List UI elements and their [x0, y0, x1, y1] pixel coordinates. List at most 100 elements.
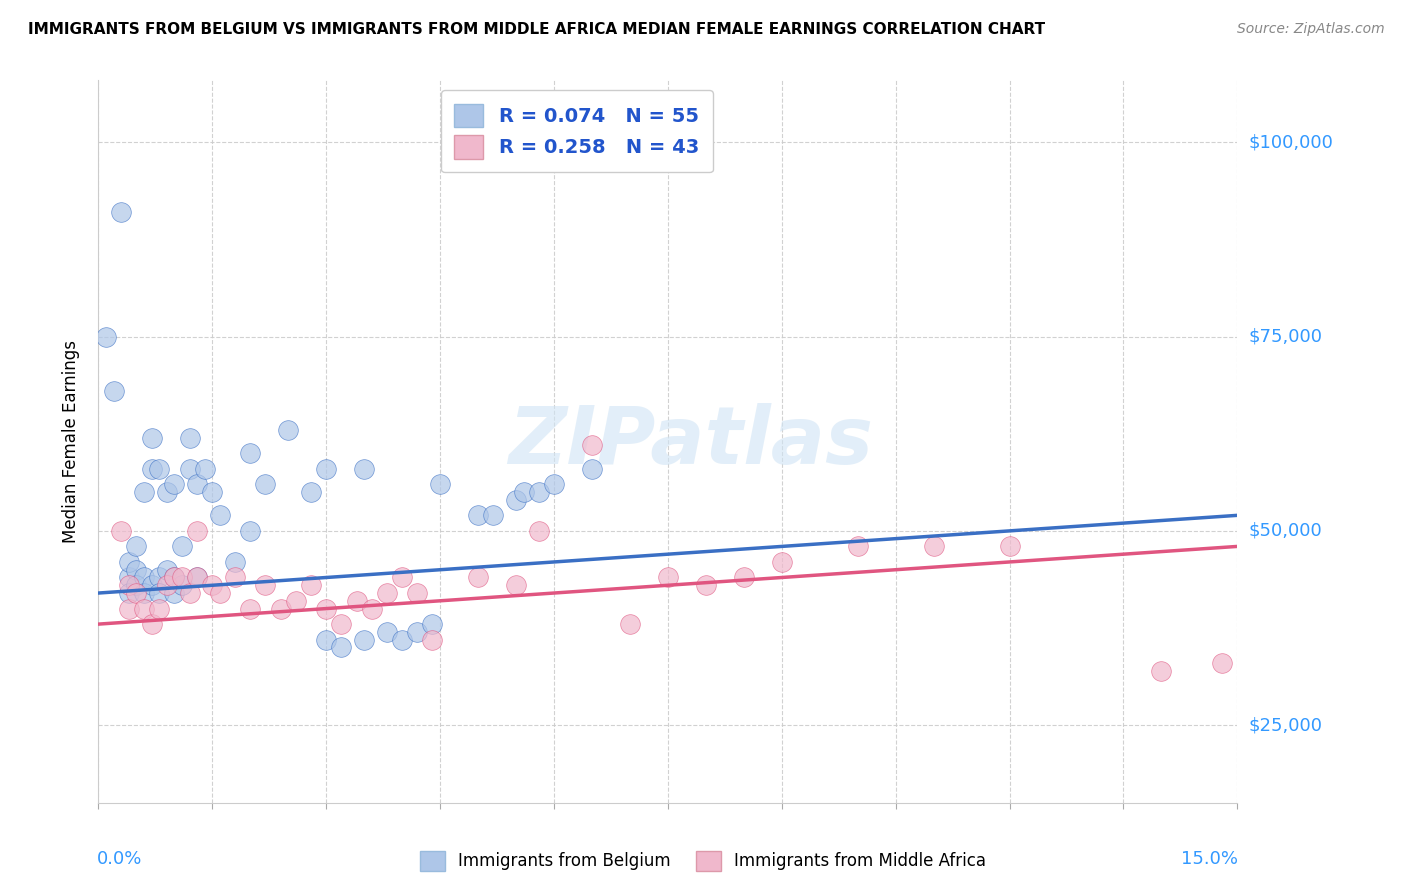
Point: [406, 586, 429, 600]
Point: [224, 570, 246, 584]
Point: [467, 570, 489, 584]
Point: [512, 485, 534, 500]
Point: [284, 594, 307, 608]
Point: [315, 601, 337, 615]
Point: [103, 384, 125, 398]
Point: [125, 563, 148, 577]
Point: [375, 586, 398, 600]
Point: [110, 205, 132, 219]
Point: [922, 540, 945, 554]
Point: [581, 438, 603, 452]
Point: [527, 485, 550, 500]
Point: [163, 586, 186, 600]
Point: [239, 524, 262, 538]
Point: [543, 477, 565, 491]
Point: [224, 555, 246, 569]
Point: [315, 632, 337, 647]
Point: [163, 570, 186, 584]
Point: [1211, 656, 1233, 670]
Point: [695, 578, 717, 592]
Legend: Immigrants from Belgium, Immigrants from Middle Africa: Immigrants from Belgium, Immigrants from…: [412, 842, 994, 880]
Point: [391, 570, 413, 584]
Y-axis label: Median Female Earnings: Median Female Earnings: [62, 340, 80, 543]
Point: [422, 617, 444, 632]
Point: [1150, 664, 1173, 678]
Point: [299, 578, 322, 592]
Point: [277, 423, 299, 437]
Point: [467, 508, 489, 523]
Point: [353, 461, 375, 475]
Point: [170, 570, 193, 584]
Point: [132, 570, 155, 584]
Point: [998, 540, 1021, 554]
Point: [170, 540, 193, 554]
Point: [148, 586, 170, 600]
Point: [141, 431, 163, 445]
Text: $25,000: $25,000: [1249, 716, 1323, 734]
Point: [118, 570, 141, 584]
Point: [179, 461, 201, 475]
Point: [170, 578, 193, 592]
Point: [132, 485, 155, 500]
Point: [194, 461, 217, 475]
Point: [239, 446, 262, 460]
Point: [422, 632, 444, 647]
Point: [770, 555, 793, 569]
Point: [581, 461, 603, 475]
Point: [315, 461, 337, 475]
Point: [148, 461, 170, 475]
Point: [527, 524, 550, 538]
Text: ZIPatlas: ZIPatlas: [508, 402, 873, 481]
Point: [270, 601, 292, 615]
Point: [186, 524, 208, 538]
Point: [254, 578, 277, 592]
Point: [733, 570, 755, 584]
Point: [179, 431, 201, 445]
Point: [846, 540, 869, 554]
Point: [353, 632, 375, 647]
Text: IMMIGRANTS FROM BELGIUM VS IMMIGRANTS FROM MIDDLE AFRICA MEDIAN FEMALE EARNINGS : IMMIGRANTS FROM BELGIUM VS IMMIGRANTS FR…: [28, 22, 1045, 37]
Point: [156, 485, 179, 500]
Point: [141, 461, 163, 475]
Point: [208, 586, 231, 600]
Point: [125, 540, 148, 554]
Text: 0.0%: 0.0%: [97, 850, 142, 868]
Point: [94, 329, 117, 343]
Point: [148, 601, 170, 615]
Text: Source: ZipAtlas.com: Source: ZipAtlas.com: [1237, 22, 1385, 37]
Point: [110, 524, 132, 538]
Point: [360, 601, 382, 615]
Point: [186, 570, 208, 584]
Point: [619, 617, 641, 632]
Point: [156, 578, 179, 592]
Point: [346, 594, 368, 608]
Text: $75,000: $75,000: [1249, 327, 1323, 346]
Point: [330, 640, 353, 655]
Point: [505, 492, 527, 507]
Point: [208, 508, 231, 523]
Point: [141, 578, 163, 592]
Point: [163, 477, 186, 491]
Point: [406, 624, 429, 639]
Point: [132, 601, 155, 615]
Text: $100,000: $100,000: [1249, 134, 1333, 152]
Point: [118, 578, 141, 592]
Point: [125, 578, 148, 592]
Point: [391, 632, 413, 647]
Point: [186, 570, 208, 584]
Point: [299, 485, 322, 500]
Point: [156, 563, 179, 577]
Point: [429, 477, 451, 491]
Point: [141, 617, 163, 632]
Point: [125, 586, 148, 600]
Point: [163, 570, 186, 584]
Point: [239, 601, 262, 615]
Text: $50,000: $50,000: [1249, 522, 1322, 540]
Point: [330, 617, 353, 632]
Point: [179, 586, 201, 600]
Point: [657, 570, 679, 584]
Point: [505, 578, 527, 592]
Point: [375, 624, 398, 639]
Point: [118, 586, 141, 600]
Point: [482, 508, 505, 523]
